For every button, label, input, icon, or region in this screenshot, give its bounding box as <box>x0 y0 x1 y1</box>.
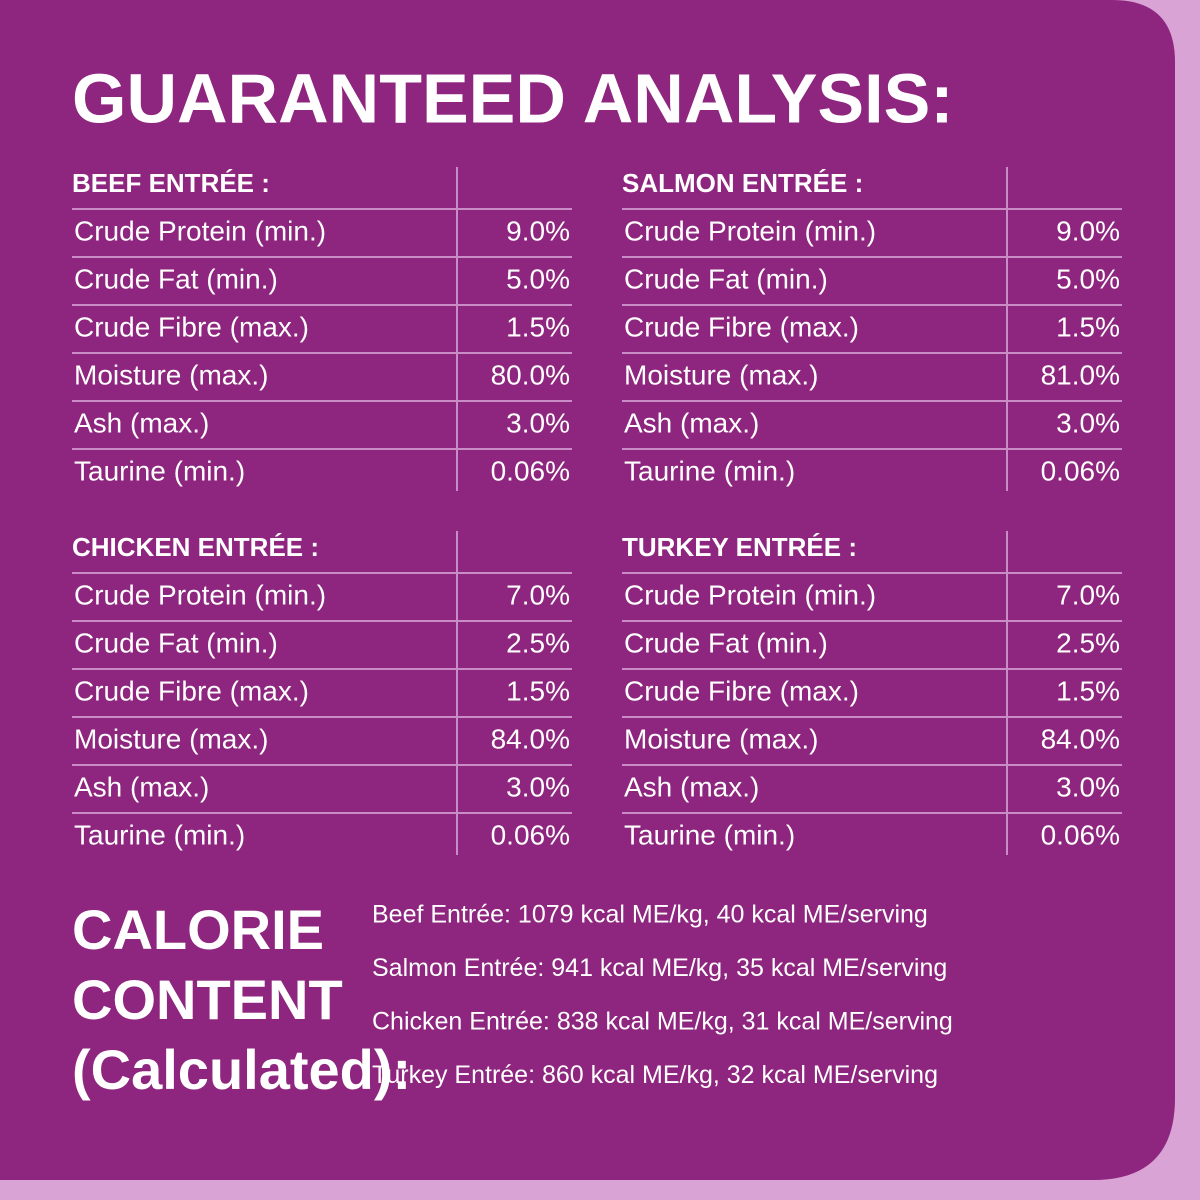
nutrient-label: Moisture (max.) <box>624 359 818 390</box>
nutrient-label: Crude Fat (min.) <box>74 627 278 658</box>
nutrient-value: 0.06% <box>491 455 570 486</box>
nutrient-value: 3.0% <box>506 771 570 802</box>
nutrient-label: Crude Fat (min.) <box>624 627 828 658</box>
nutrient-value: 84.0% <box>1041 723 1120 754</box>
calorie-line: Turkey Entrée: 860 kcal ME/kg, 32 kcal M… <box>372 1061 938 1089</box>
nutrient-label: Crude Protein (min.) <box>74 579 326 610</box>
nutrient-label: Taurine (min.) <box>74 455 245 486</box>
nutrient-label: Taurine (min.) <box>624 455 795 486</box>
nutrient-value: 2.5% <box>1056 627 1120 658</box>
calorie-line: Chicken Entrée: 838 kcal ME/kg, 31 kcal … <box>372 1008 953 1036</box>
nutrient-value: 0.06% <box>491 819 570 850</box>
nutrient-label: Crude Fibre (max.) <box>74 311 309 342</box>
nutrient-label: Moisture (max.) <box>74 723 268 754</box>
nutrient-label: Ash (max.) <box>624 407 759 438</box>
nutrient-value: 1.5% <box>506 675 570 706</box>
nutrient-value: 1.5% <box>506 311 570 342</box>
nutrient-label: Crude Protein (min.) <box>624 579 876 610</box>
nutrient-value: 81.0% <box>1041 359 1120 390</box>
nutrient-label: Crude Protein (min.) <box>624 215 876 246</box>
nutrient-label: Crude Protein (min.) <box>74 215 326 246</box>
nutrient-value: 7.0% <box>506 579 570 610</box>
title: GUARANTEED ANALYSIS: <box>72 59 954 137</box>
nutrient-value: 7.0% <box>1056 579 1120 610</box>
table-heading: CHICKEN ENTRÉE : <box>72 532 319 562</box>
nutrient-value: 1.5% <box>1056 311 1120 342</box>
nutrient-value: 80.0% <box>491 359 570 390</box>
calorie-heading: (Calculated): <box>72 1038 411 1101</box>
nutrient-label: Crude Fat (min.) <box>74 263 278 294</box>
calorie-line: Beef Entrée: 1079 kcal ME/kg, 40 kcal ME… <box>372 901 928 929</box>
nutrient-value: 9.0% <box>506 215 570 246</box>
nutrient-value: 0.06% <box>1041 455 1120 486</box>
calorie-heading: CONTENT <box>72 968 343 1031</box>
nutrient-value: 1.5% <box>1056 675 1120 706</box>
nutrient-label: Crude Fibre (max.) <box>74 675 309 706</box>
nutrient-value: 3.0% <box>1056 407 1120 438</box>
nutrient-label: Ash (max.) <box>74 771 209 802</box>
nutrient-label: Taurine (min.) <box>624 819 795 850</box>
nutrient-label: Ash (max.) <box>74 407 209 438</box>
nutrient-label: Taurine (min.) <box>74 819 245 850</box>
nutrient-label: Crude Fat (min.) <box>624 263 828 294</box>
nutrient-value: 3.0% <box>506 407 570 438</box>
nutrient-value: 84.0% <box>491 723 570 754</box>
nutrient-value: 0.06% <box>1041 819 1120 850</box>
nutrient-label: Moisture (max.) <box>74 359 268 390</box>
nutrient-label: Crude Fibre (max.) <box>624 311 859 342</box>
nutrient-label: Ash (max.) <box>624 771 759 802</box>
calorie-line: Salmon Entrée: 941 kcal ME/kg, 35 kcal M… <box>372 954 947 982</box>
nutrient-value: 3.0% <box>1056 771 1120 802</box>
nutrient-label: Crude Fibre (max.) <box>624 675 859 706</box>
nutrient-value: 2.5% <box>506 627 570 658</box>
nutrient-value: 5.0% <box>506 263 570 294</box>
nutrient-value: 9.0% <box>1056 215 1120 246</box>
nutrient-label: Moisture (max.) <box>624 723 818 754</box>
table-heading: BEEF ENTRÉE : <box>72 168 270 198</box>
calorie-heading: CALORIE <box>72 898 324 961</box>
nutrient-value: 5.0% <box>1056 263 1120 294</box>
table-heading: TURKEY ENTRÉE : <box>622 532 857 562</box>
table-heading: SALMON ENTRÉE : <box>622 168 863 198</box>
background <box>0 0 1175 1180</box>
